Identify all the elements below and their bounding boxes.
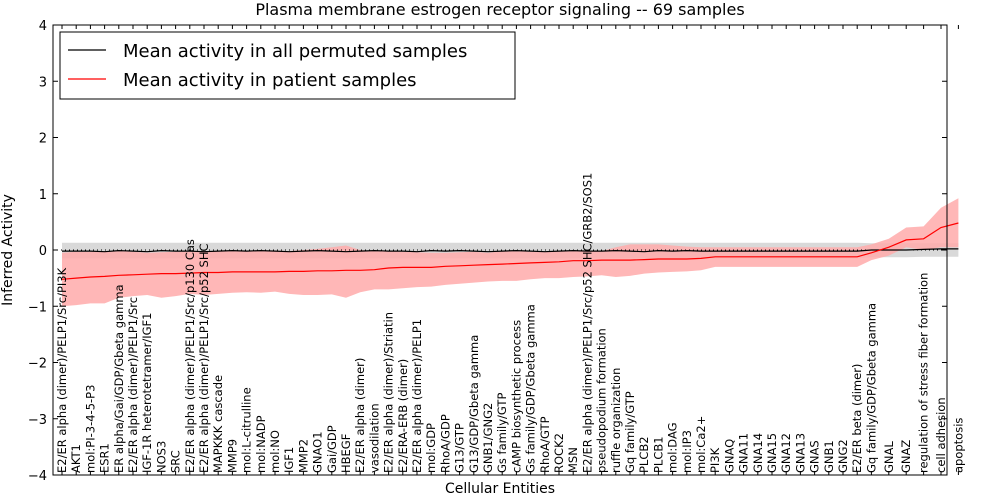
x-tick-label: NOS3 bbox=[154, 441, 168, 473]
x-tick-label: regulation of stress fiber formation bbox=[917, 273, 931, 473]
x-tick-label: ruffle organization bbox=[609, 368, 623, 473]
x-tick-label: MSN bbox=[566, 447, 580, 473]
x-tick-label: mol:PI-3-4-5-P3 bbox=[83, 385, 97, 473]
x-tick-label: RhoA/GTP bbox=[538, 416, 552, 473]
x-axis-label: Cellular Entities bbox=[445, 481, 555, 497]
y-tick-label: 1 bbox=[39, 188, 47, 203]
x-tick-label: PLCB1 bbox=[651, 436, 665, 473]
x-tick-label: E2/ERA-ERB (dimer) bbox=[396, 359, 410, 473]
x-tick-label: cell adhesion bbox=[934, 397, 948, 473]
x-tick-label: E2/ER alpha (dimer)/Striatin bbox=[382, 312, 396, 473]
x-tick-label: G13/GDP/Gbeta gamma bbox=[467, 335, 481, 473]
x-tick-label: GNG2 bbox=[836, 439, 850, 473]
x-tick-label: GNAQ bbox=[722, 439, 736, 473]
x-tick-label: GNAL bbox=[882, 441, 896, 473]
x-tick-label: mol:GDP bbox=[424, 423, 438, 473]
x-tick-label: RhoA/GDP bbox=[438, 414, 452, 473]
legend: Mean activity in all permuted samples Me… bbox=[59, 31, 516, 100]
patient-band bbox=[62, 198, 959, 307]
x-tick-label: GNA12 bbox=[779, 433, 793, 473]
y-tick-label: −3 bbox=[28, 413, 47, 428]
x-tick-label: SRC bbox=[169, 450, 183, 473]
x-tick-label: Gs family/GTP bbox=[495, 393, 509, 473]
x-tick-label: E2/ER alpha (dimer) bbox=[353, 358, 367, 473]
x-tick-label: GNB1/GNG2 bbox=[481, 403, 495, 473]
x-tick-label: GNAO1 bbox=[311, 431, 325, 473]
series-line-patient bbox=[61, 222, 959, 280]
x-tick-label: E2/ER alpha (dimer)/PELP1/Src/p130 Cas bbox=[183, 239, 197, 473]
x-tick-label: Gq family/GTP bbox=[623, 391, 637, 473]
y-axis: −4 −3 −2 −1 0 1 2 3 4 bbox=[28, 19, 947, 484]
x-tick-label: MMP2 bbox=[296, 439, 310, 473]
y-tick-label: 3 bbox=[39, 75, 47, 90]
x-tick-label: GNAS bbox=[808, 440, 822, 473]
x-tick-label: GNA15 bbox=[765, 433, 779, 473]
x-tick-label: GNA14 bbox=[751, 433, 765, 473]
x-tick-label: mol:DAG bbox=[666, 422, 680, 473]
x-tick-label: mol:Ca2+ bbox=[694, 416, 708, 473]
y-tick-label: 0 bbox=[39, 244, 47, 259]
x-tick-label: PLCB2 bbox=[637, 436, 651, 473]
y-tick-label: −2 bbox=[28, 357, 47, 372]
x-tick-label: IGF1 bbox=[282, 447, 296, 473]
x-tick-label: cAMP biosynthetic process bbox=[509, 320, 523, 473]
x-tick-label: mol:NO bbox=[268, 430, 282, 473]
x-tick-label: E2/ER beta (dimer) bbox=[850, 364, 864, 473]
y-tick-label: −1 bbox=[28, 300, 47, 315]
x-tick-label: E2/ER alpha (dimer)/PELP1/Src bbox=[126, 297, 140, 473]
x-tick-label: mol:IP3 bbox=[680, 430, 694, 473]
x-tick-label: E2/ER alpha (dimer)/PELP1/Src/p52 SHC bbox=[197, 243, 211, 473]
x-tick-label: GNAZ bbox=[899, 440, 913, 473]
x-tick-label: E2/ER alpha (dimer)/PELP1 bbox=[410, 319, 424, 473]
x-tick-label: apoptosis bbox=[951, 418, 965, 473]
x-tick-label: G13/GTP bbox=[453, 423, 467, 473]
y-tick-label: −4 bbox=[28, 469, 47, 484]
x-tick-label: ER alpha/Gai/GDP/Gbeta gamma bbox=[112, 284, 126, 473]
chart-title: Plasma membrane estrogen receptor signal… bbox=[255, 0, 744, 19]
plot-area bbox=[53, 198, 959, 307]
x-tick-label: IGF-1R heterotetramer/IGF1 bbox=[140, 313, 154, 473]
x-tick-label: PI3K bbox=[708, 447, 722, 473]
x-tick-label: Gq family/GDP/Gbeta gamma bbox=[864, 303, 878, 473]
x-tick-label: ESR1 bbox=[98, 443, 112, 473]
legend-box bbox=[59, 31, 516, 100]
legend-label-patient: Mean activity in patient samples bbox=[123, 70, 417, 91]
x-tick-label: GNA11 bbox=[737, 433, 751, 473]
x-tick-label: AKT1 bbox=[69, 444, 83, 473]
y-tick-label: 4 bbox=[39, 19, 47, 34]
x-tick-label: ROCK2 bbox=[552, 433, 566, 473]
x-axis: E2/ER alpha (dimer)/PELP1/Src/PI3K AKT1 mo… bbox=[55, 25, 965, 475]
x-tick-label: E2/ER alpha (dimer)/PELP1/Src/p52 SHC/GR… bbox=[580, 173, 594, 473]
x-tick-label: pseudopodium formation bbox=[595, 328, 609, 473]
x-tick-label: HBEGF bbox=[339, 434, 353, 473]
y-axis-label: Inferred Activity bbox=[0, 194, 16, 306]
x-tick-label: GNA13 bbox=[793, 433, 807, 473]
x-tick-label: GNB1 bbox=[822, 440, 836, 473]
legend-label-permuted: Mean activity in all permuted samples bbox=[123, 41, 467, 62]
y-tick-label: 2 bbox=[39, 132, 47, 147]
x-tick-label: mol:NADP bbox=[254, 415, 268, 473]
x-tick-label: E2/ER alpha (dimer)/PELP1/Src/PI3K bbox=[55, 267, 69, 473]
x-tick-label: Gs family/GDP/Gbeta gamma bbox=[524, 304, 538, 473]
x-tick-label: MAPKKK cascade bbox=[211, 375, 225, 473]
x-tick-label: mol:L-citrulline bbox=[240, 387, 254, 473]
x-tick-label: MMP9 bbox=[225, 439, 239, 473]
x-tick-label: vasodilation bbox=[367, 403, 381, 473]
series-line-permuted bbox=[62, 248, 959, 253]
x-tick-label: Gai/GDP bbox=[325, 425, 339, 473]
